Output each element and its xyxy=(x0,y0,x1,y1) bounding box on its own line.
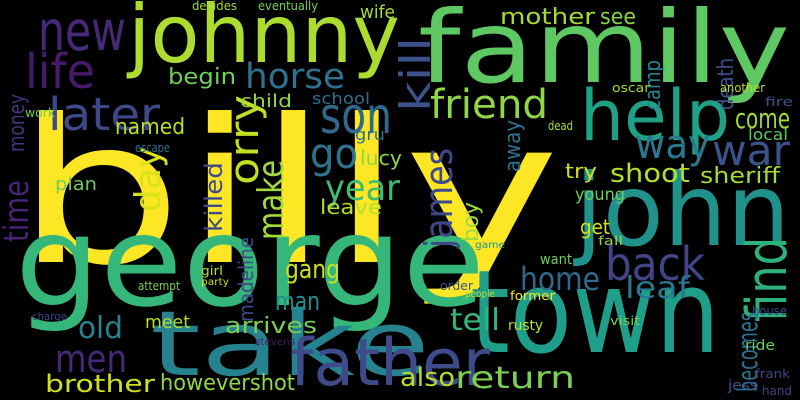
word: day xyxy=(128,147,169,212)
word: old xyxy=(78,311,123,346)
word: james xyxy=(417,148,461,249)
word: orry xyxy=(222,95,268,185)
word: take xyxy=(150,292,430,397)
word: frank xyxy=(755,367,790,381)
word: gang xyxy=(285,255,340,285)
word: kill xyxy=(391,37,440,112)
word: local xyxy=(748,125,788,144)
word: decides xyxy=(192,0,237,13)
word: former xyxy=(510,289,555,303)
word: get xyxy=(580,215,610,239)
word: plan xyxy=(55,174,97,195)
word: make xyxy=(251,160,292,240)
word: boy xyxy=(459,202,484,242)
word: new xyxy=(38,0,126,63)
word: child xyxy=(240,91,292,112)
word: another xyxy=(720,81,765,95)
word: ride xyxy=(745,338,775,354)
word: george xyxy=(15,190,485,335)
word: see xyxy=(600,5,636,30)
word: shoot xyxy=(610,159,690,189)
word: death xyxy=(714,58,739,110)
word: rusty xyxy=(508,318,543,334)
word: eventually xyxy=(258,0,318,13)
word: also xyxy=(400,363,455,393)
word: school xyxy=(312,89,370,108)
word: lucy xyxy=(360,146,402,170)
word: way xyxy=(635,122,710,168)
word: son xyxy=(320,87,392,145)
word: man xyxy=(275,287,320,317)
word: charge xyxy=(32,310,67,323)
word: friend xyxy=(430,82,548,128)
word: attempt xyxy=(138,279,180,293)
word: leaf xyxy=(625,271,692,306)
word: stevens xyxy=(255,337,295,348)
word: meet xyxy=(145,312,190,333)
word: war xyxy=(712,126,791,175)
word: later xyxy=(48,88,161,141)
word: leave xyxy=(320,195,382,219)
word: visit xyxy=(610,314,640,328)
word: billy xyxy=(15,77,560,310)
word: return xyxy=(455,361,575,396)
word: fall xyxy=(598,234,623,248)
word: wife xyxy=(360,2,395,23)
word: father xyxy=(290,326,490,400)
word: escape xyxy=(135,141,170,155)
word: madeline xyxy=(234,237,258,322)
word: named xyxy=(115,115,185,140)
word: fire xyxy=(765,95,793,109)
word: home xyxy=(520,260,600,298)
word: people xyxy=(465,289,495,300)
word: arrives xyxy=(225,314,317,339)
word: begin xyxy=(168,65,236,90)
word: find xyxy=(735,237,800,322)
word: time xyxy=(0,180,37,242)
word: order xyxy=(440,279,473,293)
word: john xyxy=(573,152,790,269)
word: house xyxy=(752,304,787,318)
word: town xyxy=(470,246,720,380)
word: work xyxy=(25,106,55,120)
word: camp xyxy=(641,60,666,110)
word: jess xyxy=(727,378,758,394)
word: game xyxy=(475,240,505,251)
word: go xyxy=(310,129,358,178)
word: howevershot xyxy=(160,371,295,396)
word: johnny xyxy=(126,0,400,81)
word: men xyxy=(55,337,127,381)
word: come xyxy=(735,102,790,135)
word: back xyxy=(605,237,705,291)
word: sheriff xyxy=(700,164,781,189)
word: girl xyxy=(201,264,223,278)
word: try xyxy=(565,159,597,183)
word: becomes xyxy=(731,312,764,392)
word: year xyxy=(325,168,400,209)
word: want xyxy=(540,252,572,268)
word: help xyxy=(580,75,730,157)
word: hand xyxy=(762,384,792,398)
word: away xyxy=(501,120,526,172)
word: mother xyxy=(500,5,596,30)
word: life xyxy=(25,44,95,100)
word: horse xyxy=(245,57,345,97)
word: money xyxy=(5,94,30,152)
word: family xyxy=(418,0,790,106)
word: tell xyxy=(450,303,500,338)
word: brother xyxy=(45,370,155,398)
word: killed xyxy=(200,162,228,232)
word: dead xyxy=(548,119,573,133)
word: party xyxy=(201,277,229,288)
word: gru xyxy=(355,125,385,144)
word: oscar xyxy=(612,81,650,95)
word: young xyxy=(575,185,625,205)
